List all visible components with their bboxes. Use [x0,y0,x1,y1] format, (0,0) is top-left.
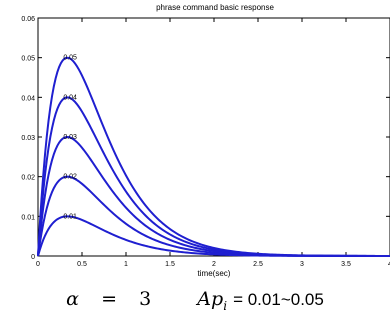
x-axis-ticks: 0 0.5 1 1.5 2 2.5 3 3.5 4 [36,18,390,268]
x-tick-label: 4 [388,261,390,268]
curve-label: 0.05 [63,55,77,62]
y-tick-label: 0.04 [21,95,35,102]
curve-label: 0.01 [63,213,77,220]
chart-title: phrase command basic response [156,3,274,12]
x-tick-label: 0 [36,261,40,268]
y-tick-label: 0.03 [21,135,35,142]
alpha-equals: = [101,288,118,310]
x-tick-label: 0.5 [77,261,87,268]
y-tick-label: 0 [31,254,35,261]
ap-range: = 0.01~0.05 [233,290,324,309]
x-tick-label: 2 [212,261,216,268]
phrase-response-chart: phrase command basic response 00.010.020… [21,3,390,278]
ap-symbol: Api [197,288,228,313]
curve-label: 0.02 [63,174,77,181]
x-tick-label: 1 [124,261,128,268]
plot-frame [37,17,390,257]
curve-label: 0.03 [63,134,77,141]
response-curve [37,136,390,257]
response-curves [37,56,390,257]
x-axis-label: time(sec) [198,269,231,278]
alpha-symbol: α [66,288,79,310]
y-tick-label: 0.01 [21,214,35,221]
alpha-value: 3 [139,288,152,310]
x-tick-label: 3.5 [341,261,351,268]
parameter-caption: α = 3 Api = 0.01~0.05 [0,288,390,318]
response-curve [37,56,390,257]
curve-labels: 0.01 0.02 0.03 0.04 0.05 [63,55,77,221]
y-tick-label: 0.05 [21,56,35,63]
y-tick-label: 0.02 [21,175,35,182]
response-curve [37,175,390,257]
curve-label: 0.04 [63,94,77,101]
x-tick-label: 2.5 [253,261,263,268]
y-tick-label: 0.06 [21,16,35,23]
response-curve [37,96,390,257]
x-tick-label: 1.5 [165,261,175,268]
x-tick-label: 3 [300,261,304,268]
y-axis-ticks: 0 0.01 0.02 0.03 0.04 0.05 0.06 [21,16,390,261]
